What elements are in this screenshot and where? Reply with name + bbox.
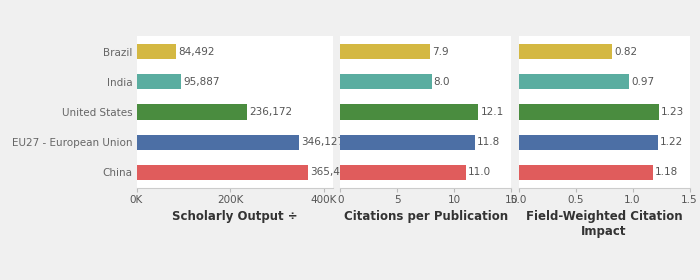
Bar (136, 165, 307, 180)
Text: 11.8: 11.8 (477, 137, 500, 147)
Text: 0.97: 0.97 (631, 77, 654, 87)
Bar (340, 165, 466, 180)
Text: 11.0: 11.0 (468, 167, 491, 178)
Bar (519, 44, 612, 59)
Bar (340, 74, 431, 89)
Bar (519, 165, 653, 180)
Text: 8.0: 8.0 (433, 77, 450, 87)
Bar (136, 135, 299, 150)
Bar (519, 135, 657, 150)
Text: 0.82: 0.82 (614, 46, 637, 57)
X-axis label: Field-Weighted Citation
Impact: Field-Weighted Citation Impact (526, 210, 682, 238)
Text: 365,434: 365,434 (310, 167, 353, 178)
Text: 1.23: 1.23 (661, 107, 684, 117)
Text: 346,127: 346,127 (301, 137, 344, 147)
Bar (136, 104, 247, 120)
Text: 7.9: 7.9 (433, 46, 449, 57)
Bar (340, 44, 430, 59)
Text: 95,887: 95,887 (183, 77, 220, 87)
X-axis label: Scholarly Output ÷: Scholarly Output ÷ (172, 210, 298, 223)
Bar (519, 74, 629, 89)
Bar (136, 74, 181, 89)
Text: 236,172: 236,172 (249, 107, 293, 117)
Text: 84,492: 84,492 (178, 46, 215, 57)
Text: 1.18: 1.18 (655, 167, 678, 178)
Bar (340, 135, 475, 150)
Bar (136, 44, 176, 59)
Bar (340, 104, 478, 120)
X-axis label: Citations per Publication: Citations per Publication (344, 210, 508, 223)
Bar (519, 104, 659, 120)
Text: 12.1: 12.1 (480, 107, 503, 117)
Text: 1.22: 1.22 (659, 137, 683, 147)
